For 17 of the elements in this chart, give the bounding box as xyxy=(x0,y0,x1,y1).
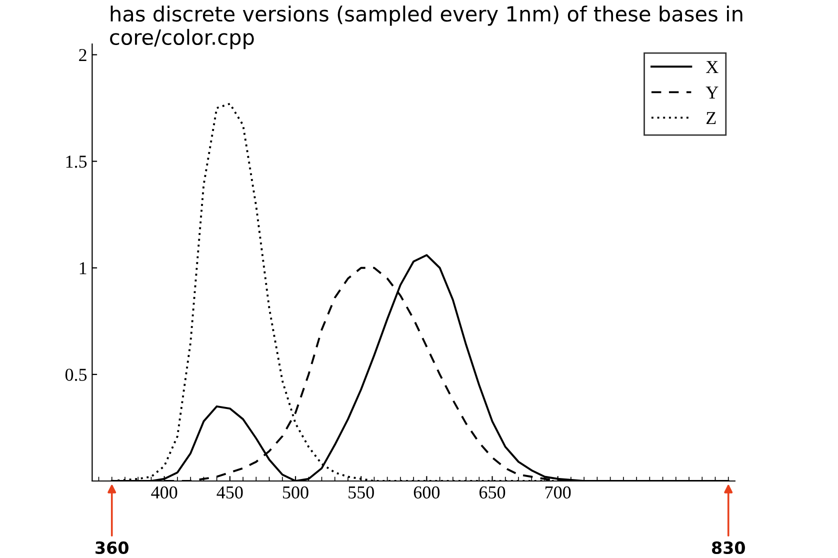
legend-label: Z xyxy=(706,112,716,124)
y-tick-label: 0.5 xyxy=(65,368,87,381)
x-tick-label: 700 xyxy=(545,486,571,499)
x-tick-label: 650 xyxy=(479,486,506,499)
annotation: has discrete versions (sampled every 1nm) of these bases in core/color.cpp xyxy=(110,6,742,50)
legend-label: X xyxy=(706,61,718,73)
y-tick-label: 2 xyxy=(79,49,86,62)
x-tick-label: 500 xyxy=(283,486,308,499)
annotation: 360 xyxy=(96,541,128,554)
x-tick-label: 400 xyxy=(151,486,178,499)
x-tick-label: 450 xyxy=(216,486,243,499)
y-tick-label: 1 xyxy=(80,262,86,274)
legend-label: Y xyxy=(706,86,718,98)
x-tick-label: 550 xyxy=(348,486,374,499)
annotation: 830 xyxy=(712,541,745,554)
x-tick-label: 600 xyxy=(414,486,440,499)
y-tick-label: 1.5 xyxy=(66,156,87,168)
